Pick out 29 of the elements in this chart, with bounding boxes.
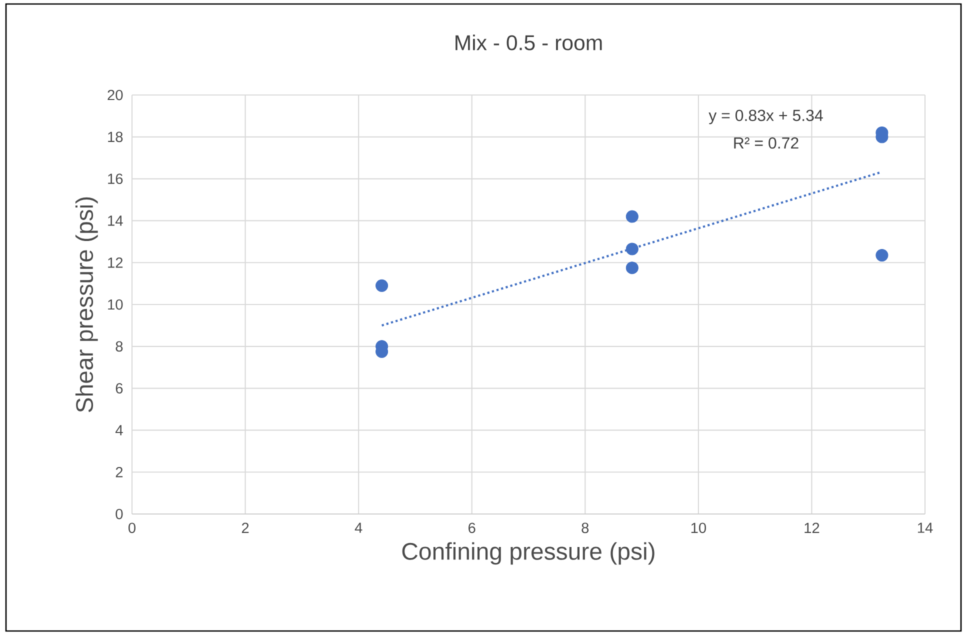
y-tick-label: 14 bbox=[108, 216, 123, 226]
y-tick-label: 8 bbox=[116, 341, 123, 352]
x-tick-label: 2 bbox=[242, 522, 249, 533]
y-tick-label: 6 bbox=[116, 383, 123, 394]
chart-title: Mix - 0.5 - room bbox=[456, 34, 602, 50]
y-tick-label: 4 bbox=[115, 425, 123, 436]
y-tick-label: 2 bbox=[116, 467, 123, 478]
y-tick-label: 10 bbox=[108, 299, 123, 310]
y-tick-label: 18 bbox=[108, 132, 123, 142]
y-tick-label: 16 bbox=[108, 174, 123, 184]
x-axis-title: Confining pressure (psi) bbox=[402, 542, 654, 565]
x-tick-label: 14 bbox=[918, 522, 933, 533]
annotation: y = 0.83x + 5.34 bbox=[708, 110, 823, 124]
x-tick-label: 12 bbox=[804, 522, 820, 533]
x-tick-label: 8 bbox=[582, 522, 589, 534]
x-tick-label: 10 bbox=[691, 522, 706, 534]
x-tick-label: 6 bbox=[468, 522, 476, 534]
point bbox=[626, 242, 638, 256]
y-axis-title: Shear pressure (psi) bbox=[75, 197, 98, 412]
point bbox=[626, 210, 638, 223]
x-tick-label: 0 bbox=[128, 522, 136, 534]
y-tick-label: 12 bbox=[108, 258, 123, 268]
y-tick-label: 0 bbox=[116, 508, 123, 520]
point bbox=[376, 279, 388, 292]
x-tick-label: 4 bbox=[354, 522, 362, 533]
point bbox=[626, 262, 638, 274]
y-tick-label: 20 bbox=[108, 90, 123, 100]
annotation: R² = 0.72 bbox=[734, 137, 798, 149]
point bbox=[876, 249, 888, 262]
